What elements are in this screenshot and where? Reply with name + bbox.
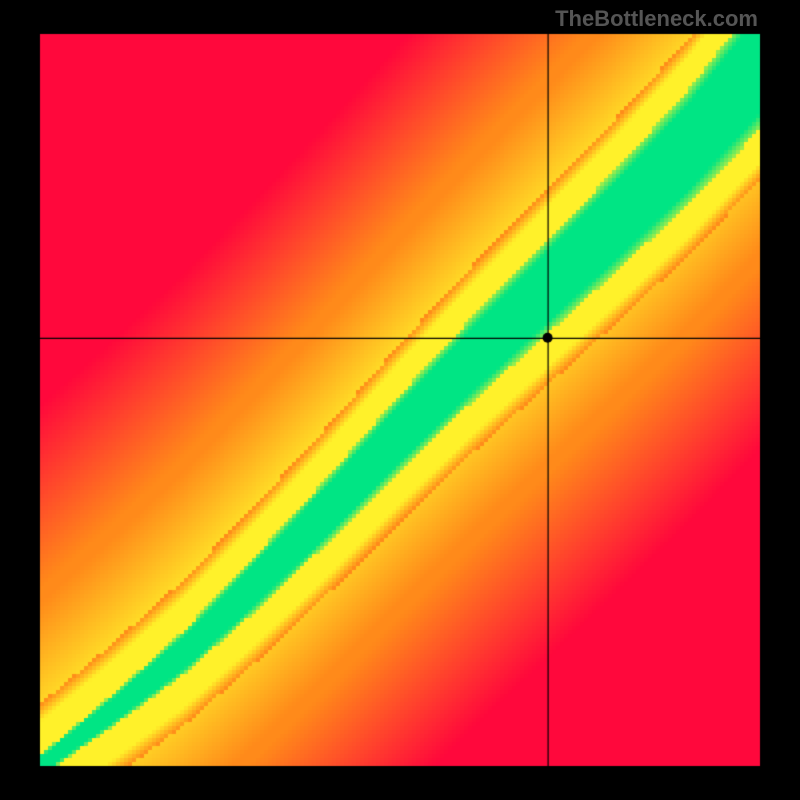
watermark-text: TheBottleneck.com xyxy=(555,6,758,32)
bottleneck-heatmap xyxy=(0,0,800,800)
